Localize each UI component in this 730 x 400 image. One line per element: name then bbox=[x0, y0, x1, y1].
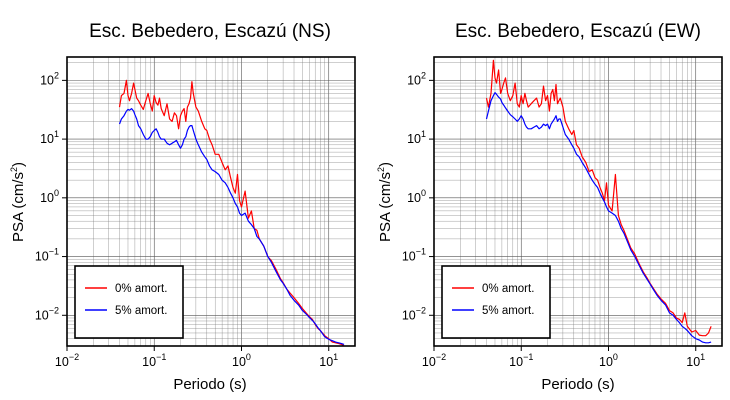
x-tick-label: 10−2 bbox=[422, 352, 446, 369]
chart-title: Esc. Bebedero, Escazú (NS) bbox=[89, 21, 331, 42]
chart-panel-ns: Esc. Bebedero, Escazú (NS) 10−2 10−1 100 10… bbox=[9, 21, 356, 393]
x-tick-label: 100 bbox=[232, 352, 251, 369]
legend-label: 5% amort. bbox=[115, 305, 167, 317]
series-line-damping-0 bbox=[485, 59, 712, 337]
chart-title: Esc. Bebedero, Escazú (EW) bbox=[455, 21, 701, 42]
x-tick-label: 101 bbox=[686, 352, 705, 369]
series-line-damping-5 bbox=[118, 107, 345, 345]
y-tick-label: 10−1 bbox=[35, 247, 59, 264]
series-line-damping-5 bbox=[485, 91, 712, 344]
y-tick-label: 10−2 bbox=[402, 305, 426, 322]
legend-box bbox=[74, 265, 184, 339]
y-axis-label: PSA (cm/s2) bbox=[9, 162, 27, 242]
legend-label: 0% amort. bbox=[115, 283, 167, 295]
legend-label: 0% amort. bbox=[482, 283, 534, 295]
y-tick-label: 100 bbox=[407, 188, 426, 205]
x-axis-label: Periodo (s) bbox=[173, 376, 246, 393]
x-axis-ticks: 10−2 10−1 100 101 bbox=[422, 346, 705, 369]
legend: 0% amort. 5% amort. bbox=[74, 265, 184, 339]
x-tick-label: 10−1 bbox=[142, 352, 166, 369]
y-tick-label: 101 bbox=[407, 129, 426, 146]
y-tick-label: 102 bbox=[407, 70, 426, 87]
y-axis-label: PSA (cm/s2) bbox=[376, 162, 394, 242]
chart-panel-ew: Esc. Bebedero, Escazú (EW) 10−2 10−1 100 10… bbox=[376, 21, 723, 393]
x-axis-label: Periodo (s) bbox=[541, 376, 614, 393]
x-axis-ticks: 10−2 10−1 100 101 bbox=[55, 346, 338, 369]
y-tick-label: 101 bbox=[40, 129, 59, 146]
y-tick-label: 100 bbox=[40, 188, 59, 205]
series-line-damping-0 bbox=[118, 79, 345, 347]
x-tick-label: 10−2 bbox=[55, 352, 79, 369]
x-tick-label: 10−1 bbox=[509, 352, 533, 369]
x-tick-label: 101 bbox=[319, 352, 338, 369]
plot-frame bbox=[66, 56, 356, 347]
legend-label: 5% amort. bbox=[482, 305, 534, 317]
plot-frame bbox=[433, 56, 723, 347]
y-tick-label: 10−2 bbox=[35, 305, 59, 322]
y-axis-ticks: 10−2 10−1 100 101 102 bbox=[402, 70, 434, 322]
legend: 0% amort. 5% amort. bbox=[441, 265, 551, 339]
y-tick-label: 102 bbox=[40, 70, 59, 87]
y-tick-label: 10−1 bbox=[402, 247, 426, 264]
series-group bbox=[485, 59, 712, 344]
series-group bbox=[118, 79, 345, 347]
legend-box bbox=[441, 265, 551, 339]
x-tick-label: 100 bbox=[599, 352, 618, 369]
y-axis-ticks: 10−2 10−1 100 101 102 bbox=[35, 70, 67, 322]
